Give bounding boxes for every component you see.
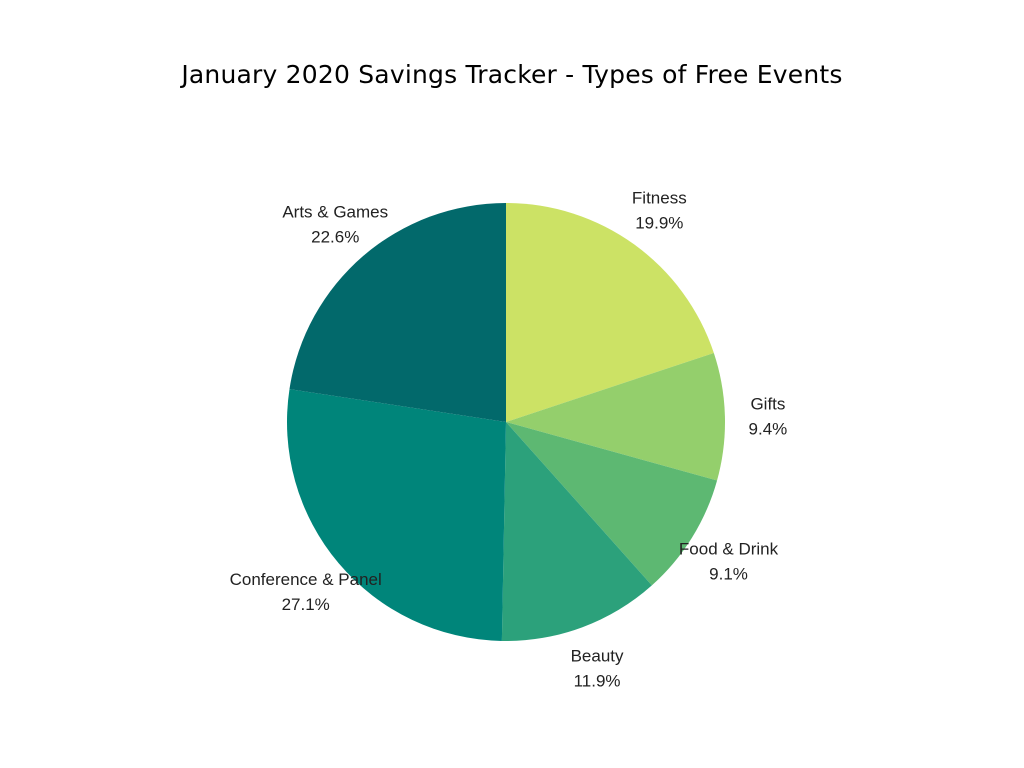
pie-labels: Fitness 19.9% Gifts 9.4% Food & Drink 9.1% Bea…: [230, 189, 788, 691]
slice-label-gifts: Gifts: [750, 394, 785, 413]
pie-slices: [286, 203, 725, 641]
slice-percent-arts-and-games: 22.6%: [311, 227, 359, 246]
pie-slice-gifts: [506, 353, 725, 481]
slice-label-beauty: Beauty: [571, 647, 624, 666]
pie-slice-fitness: [506, 203, 714, 422]
slice-percent-beauty: 11.9%: [574, 672, 621, 691]
slice-label-conference-and-panel: Conference & Panel: [230, 570, 382, 589]
chart-title: January 2020 Savings Tracker - Types of …: [181, 60, 843, 89]
pie-slice-arts-and-games: [289, 203, 506, 422]
slice-label-arts-and-games: Arts & Games: [282, 202, 388, 221]
pie-slice-food-and-drink: [506, 422, 718, 586]
slice-label-food-and-drink: Food & Drink: [679, 539, 779, 558]
pie-slice-conference-and-panel: [286, 389, 506, 641]
slice-percent-conference-and-panel: 27.1%: [282, 595, 330, 614]
slice-label-fitness: Fitness: [632, 189, 687, 208]
slice-percent-fitness: 19.9%: [635, 214, 683, 233]
slice-percent-food-and-drink: 9.1%: [709, 564, 748, 583]
pie-slice-beauty: [501, 422, 652, 641]
slice-percent-gifts: 9.4%: [749, 419, 788, 438]
